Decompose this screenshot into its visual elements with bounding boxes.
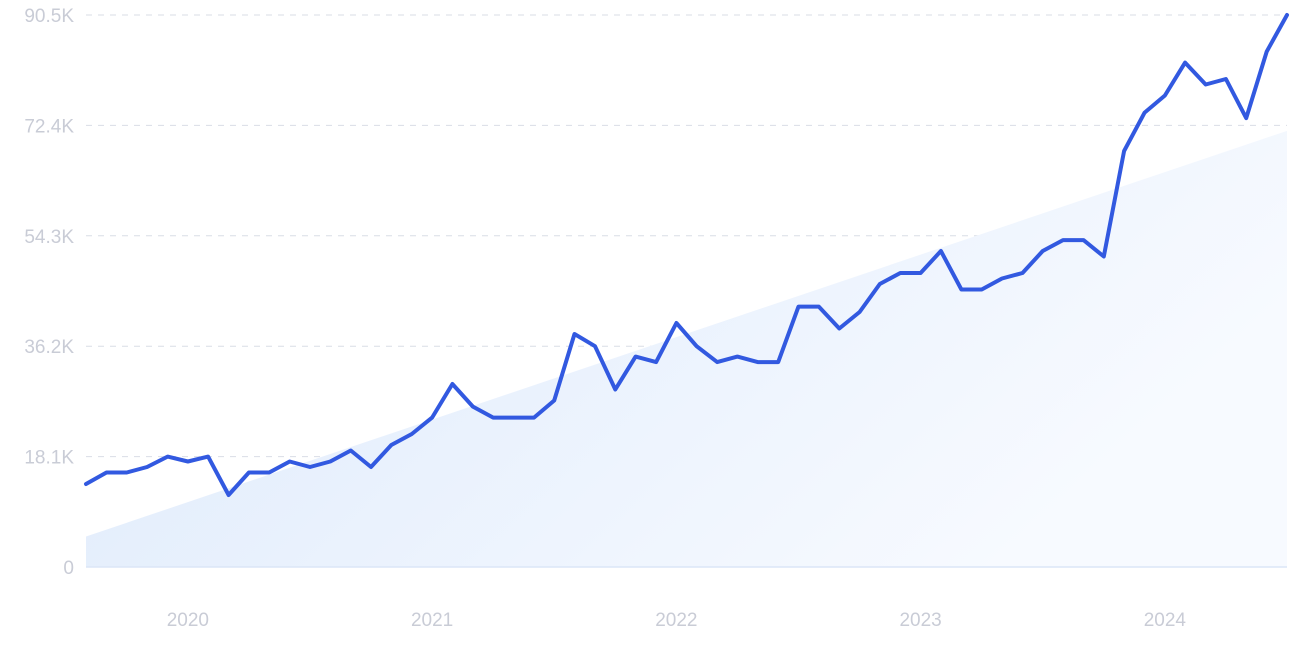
y-tick-label: 72.4K (24, 116, 74, 137)
y-axis-tick-labels: 0 18.1K 36.2K 54.3K 72.4K 90.5K (24, 6, 74, 579)
y-tick-label: 0 (63, 558, 74, 579)
y-tick-label: 54.3K (24, 227, 74, 248)
y-tick-label: 90.5K (24, 6, 74, 27)
series-line (84, 13, 1289, 497)
x-tick-label: 2022 (655, 610, 697, 631)
x-tick-label: 2023 (899, 610, 941, 631)
x-axis-tick-labels: 2020 2021 2022 2023 2024 (167, 610, 1187, 631)
y-tick-label: 18.1K (24, 448, 74, 469)
x-tick-label: 2024 (1144, 610, 1187, 631)
trend-area (86, 130, 1287, 567)
y-tick-label: 36.2K (24, 337, 74, 358)
x-tick-label: 2021 (411, 610, 453, 631)
x-tick-label: 2020 (167, 610, 209, 631)
